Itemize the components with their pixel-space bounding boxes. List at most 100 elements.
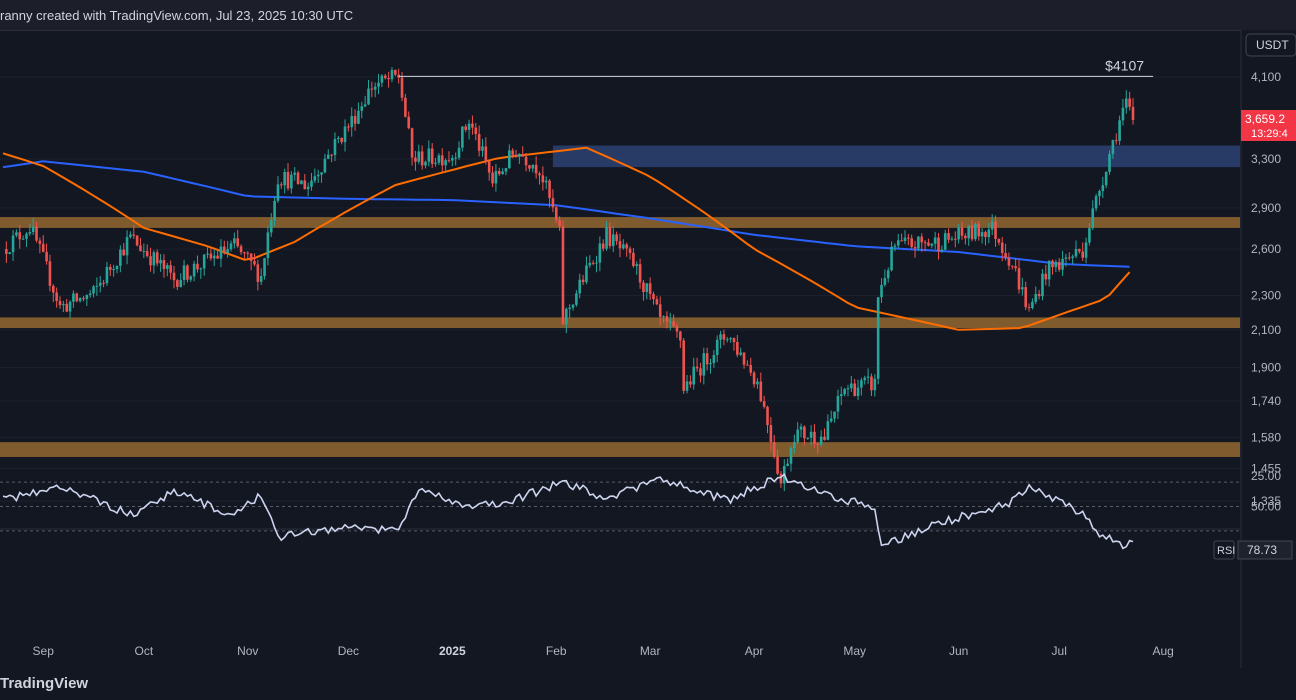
candle-body[interactable] — [980, 232, 984, 237]
candle-body[interactable] — [202, 254, 206, 269]
candle-body[interactable] — [477, 134, 481, 151]
candle-body[interactable] — [839, 394, 843, 397]
candle-body[interactable] — [159, 260, 162, 264]
candle-body[interactable] — [933, 237, 937, 244]
candle-body[interactable] — [752, 372, 756, 385]
candle-body[interactable] — [243, 252, 246, 254]
candle-body[interactable] — [461, 126, 464, 148]
candle-body[interactable] — [1047, 260, 1051, 280]
candle-body[interactable] — [524, 156, 528, 166]
candle-body[interactable] — [551, 198, 555, 208]
candle-body[interactable] — [964, 235, 967, 239]
candle-body[interactable] — [471, 123, 474, 128]
candle-body[interactable] — [950, 238, 954, 240]
candle-body[interactable] — [196, 263, 199, 270]
candle-body[interactable] — [192, 263, 196, 277]
candle-body[interactable] — [387, 78, 390, 80]
candle-body[interactable] — [115, 265, 119, 270]
candle-body[interactable] — [695, 366, 699, 369]
candle-body[interactable] — [856, 387, 860, 397]
candle-body[interactable] — [400, 77, 404, 98]
candle-body[interactable] — [1101, 185, 1105, 192]
candle-body[interactable] — [585, 265, 588, 283]
candle-body[interactable] — [886, 270, 890, 279]
candle-body[interactable] — [953, 238, 957, 240]
candle-body[interactable] — [112, 269, 115, 271]
candle-body[interactable] — [206, 253, 209, 255]
candle-body[interactable] — [514, 154, 518, 157]
candle-body[interactable] — [330, 154, 333, 156]
candle-body[interactable] — [326, 154, 330, 159]
candle-body[interactable] — [836, 396, 840, 412]
candle-body[interactable] — [632, 252, 635, 267]
candle-body[interactable] — [35, 226, 38, 241]
candle-body[interactable] — [162, 260, 166, 269]
candle-body[interactable] — [139, 245, 142, 252]
candle-body[interactable] — [417, 151, 421, 162]
candle-body[interactable] — [504, 168, 508, 172]
candle-body[interactable] — [1051, 260, 1054, 268]
candle-body[interactable] — [903, 237, 907, 242]
candle-body[interactable] — [850, 383, 853, 389]
candle-body[interactable] — [813, 431, 816, 444]
candle-body[interactable] — [145, 250, 149, 257]
candle-body[interactable] — [310, 180, 313, 187]
candle-body[interactable] — [907, 237, 910, 239]
candle-body[interactable] — [1088, 228, 1091, 243]
candle-body[interactable] — [152, 252, 156, 266]
candle-body[interactable] — [967, 225, 970, 239]
candle-body[interactable] — [826, 421, 830, 440]
candle-body[interactable] — [223, 246, 226, 254]
candle-body[interactable] — [937, 237, 940, 252]
candle-body[interactable] — [883, 278, 887, 285]
candle-body[interactable] — [269, 219, 273, 233]
candle-body[interactable] — [635, 264, 639, 267]
candle-body[interactable] — [628, 248, 632, 253]
candle-body[interactable] — [8, 252, 12, 254]
candle-body[interactable] — [665, 316, 669, 322]
candle-body[interactable] — [997, 239, 1001, 243]
candle-body[interactable] — [300, 180, 303, 185]
candle-body[interactable] — [353, 116, 357, 124]
candle-body[interactable] — [65, 303, 69, 312]
candle-body[interactable] — [290, 174, 293, 189]
candle-body[interactable] — [611, 234, 615, 247]
candle-body[interactable] — [769, 425, 773, 443]
candle-body[interactable] — [166, 265, 169, 269]
candle-body[interactable] — [749, 365, 753, 373]
candle-body[interactable] — [655, 299, 659, 305]
candle-body[interactable] — [608, 227, 612, 247]
candle-body[interactable] — [424, 161, 427, 166]
candle-body[interactable] — [347, 126, 350, 128]
candle-body[interactable] — [266, 232, 270, 259]
candle-body[interactable] — [414, 157, 417, 162]
candle-body[interactable] — [675, 325, 679, 332]
candle-body[interactable] — [679, 331, 682, 341]
candle-body[interactable] — [497, 171, 501, 175]
candle-body[interactable] — [380, 75, 384, 83]
candle-body[interactable] — [501, 171, 504, 175]
candle-body[interactable] — [1071, 256, 1074, 258]
candle-body[interactable] — [172, 272, 176, 281]
candle-body[interactable] — [1064, 257, 1068, 259]
candle-body[interactable] — [1024, 287, 1028, 308]
candle-body[interactable] — [759, 381, 763, 402]
candle-body[interactable] — [48, 261, 52, 286]
candle-body[interactable] — [863, 377, 867, 381]
candle-body[interactable] — [451, 158, 454, 161]
candle-body[interactable] — [41, 243, 45, 252]
candle-body[interactable] — [394, 69, 397, 75]
candle-body[interactable] — [595, 262, 598, 264]
candle-body[interactable] — [853, 383, 856, 397]
candle-body[interactable] — [212, 255, 216, 259]
candle-body[interactable] — [534, 164, 538, 174]
candle-body[interactable] — [913, 247, 917, 249]
candle-body[interactable] — [1014, 266, 1017, 269]
candle-body[interactable] — [605, 227, 608, 249]
candle-body[interactable] — [843, 389, 846, 395]
candle-body[interactable] — [970, 225, 974, 240]
candle-body[interactable] — [896, 240, 900, 246]
candle-body[interactable] — [119, 249, 122, 266]
candle-body[interactable] — [1034, 294, 1038, 302]
